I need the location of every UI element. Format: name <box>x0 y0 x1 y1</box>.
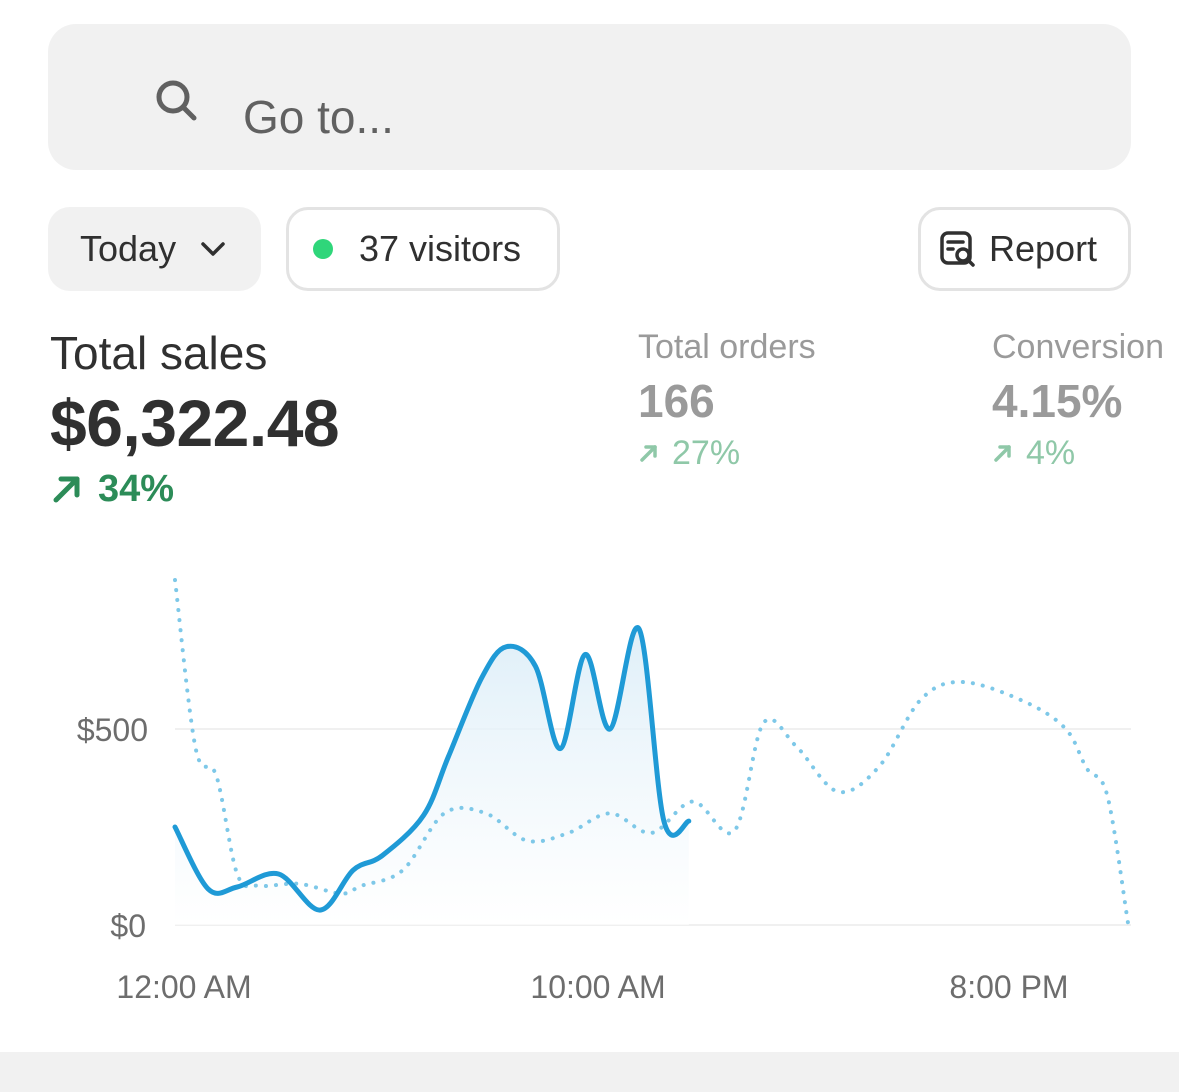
report-button[interactable]: Report <box>918 207 1131 291</box>
total-orders-delta-value: 27% <box>672 434 741 472</box>
conversion-metric[interactable]: Conversion 4.15% 4% <box>992 330 1164 470</box>
chevron-down-icon <box>201 242 225 256</box>
total-sales-label: Total sales <box>50 327 268 379</box>
y-tick-label: $0 <box>110 908 146 944</box>
total-orders-value: 166 <box>638 375 715 427</box>
sales-chart[interactable]: $500 $0 12:00 AM 10:00 AM 8:00 PM <box>0 540 1179 1020</box>
conversion-label: Conversion <box>992 328 1164 366</box>
search-icon <box>156 80 197 121</box>
arrow-up-right-icon <box>640 445 657 462</box>
bottom-panel <box>0 1052 1179 1092</box>
x-tick-label: 10:00 AM <box>530 969 665 1005</box>
report-icon <box>940 231 975 267</box>
arrow-up-right-icon <box>994 445 1011 462</box>
search-input[interactable]: Go to... <box>243 91 394 143</box>
series-line-today <box>172 625 692 913</box>
search-bar[interactable]: Go to... <box>48 24 1131 170</box>
conversion-value: 4.15% <box>992 375 1123 427</box>
total-orders-label: Total orders <box>638 328 816 366</box>
total-orders-delta: 27% <box>638 436 816 470</box>
report-label: Report <box>989 228 1098 269</box>
total-orders-metric[interactable]: Total orders 166 27% <box>638 330 816 470</box>
y-tick-label: $500 <box>77 712 148 748</box>
conversion-delta-value: 4% <box>1026 434 1076 472</box>
date-range-button[interactable]: Today <box>48 207 261 291</box>
series-line-comparison <box>173 578 1130 925</box>
date-range-label: Today <box>80 228 177 269</box>
live-status-dot <box>313 239 333 259</box>
total-sales-value: $6,322.48 <box>50 386 340 460</box>
x-tick-label: 12:00 AM <box>116 969 251 1005</box>
conversion-delta: 4% <box>992 436 1164 470</box>
total-sales-delta-value: 34% <box>98 468 175 510</box>
live-visitors-button[interactable]: 37 visitors <box>286 207 560 291</box>
visitors-label: 37 visitors <box>359 228 522 269</box>
total-sales-delta: 34% <box>50 470 174 508</box>
arrow-up-right-icon <box>53 476 80 503</box>
x-tick-label: 8:00 PM <box>949 969 1068 1005</box>
series-area-today <box>175 627 689 925</box>
